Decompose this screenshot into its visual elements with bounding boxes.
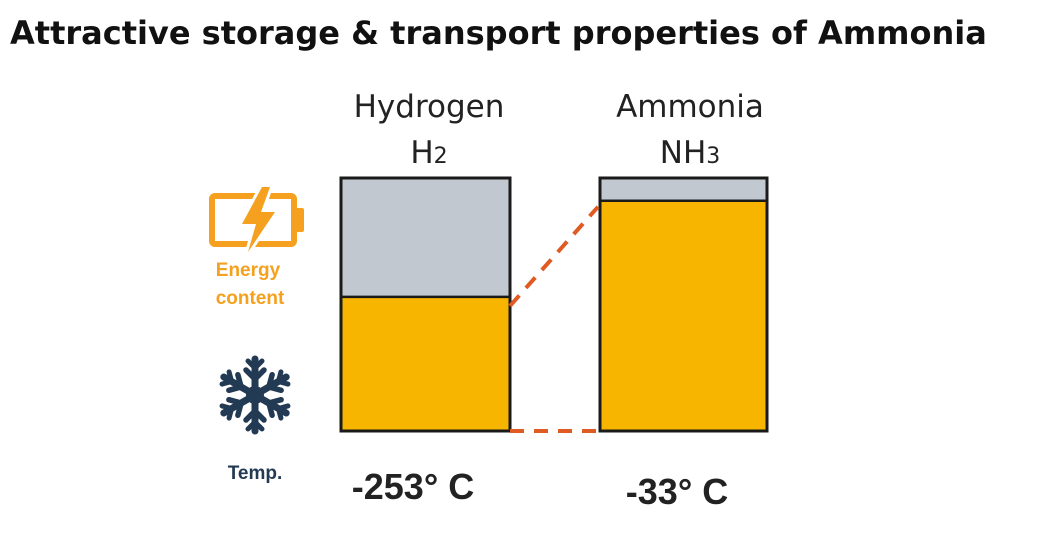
ammonia-box	[598, 176, 769, 433]
energy-label-line2: content	[216, 288, 285, 309]
energy-connector-line	[508, 205, 600, 308]
hydrogen-energy-fill	[341, 296, 510, 431]
hydrogen-name: Hydrogen	[354, 89, 505, 125]
snowflake-icon	[219, 355, 291, 435]
ammonia-energy-fill	[600, 200, 767, 431]
ammonia-box-border	[598, 176, 769, 433]
hydrogen-formula-base: H	[410, 135, 433, 171]
hydrogen-temp: -253° C	[352, 466, 474, 507]
temp-label: Temp.	[228, 463, 283, 484]
ammonia-temp: -33° C	[626, 471, 728, 512]
ammonia-name: Ammonia	[616, 89, 764, 125]
page-title: Attractive storage & transport propertie…	[10, 14, 987, 52]
hydrogen-formula-sub: 2	[434, 144, 448, 169]
hydrogen-formula: H2	[410, 135, 447, 171]
ammonia-formula-sub: 3	[706, 144, 720, 169]
energy-label-line1: Energy	[216, 260, 281, 281]
ammonia-formula: NH3	[660, 135, 721, 171]
battery-bolt-icon	[209, 184, 304, 255]
ammonia-formula-base: NH	[660, 135, 707, 171]
hydrogen-box	[339, 176, 512, 433]
